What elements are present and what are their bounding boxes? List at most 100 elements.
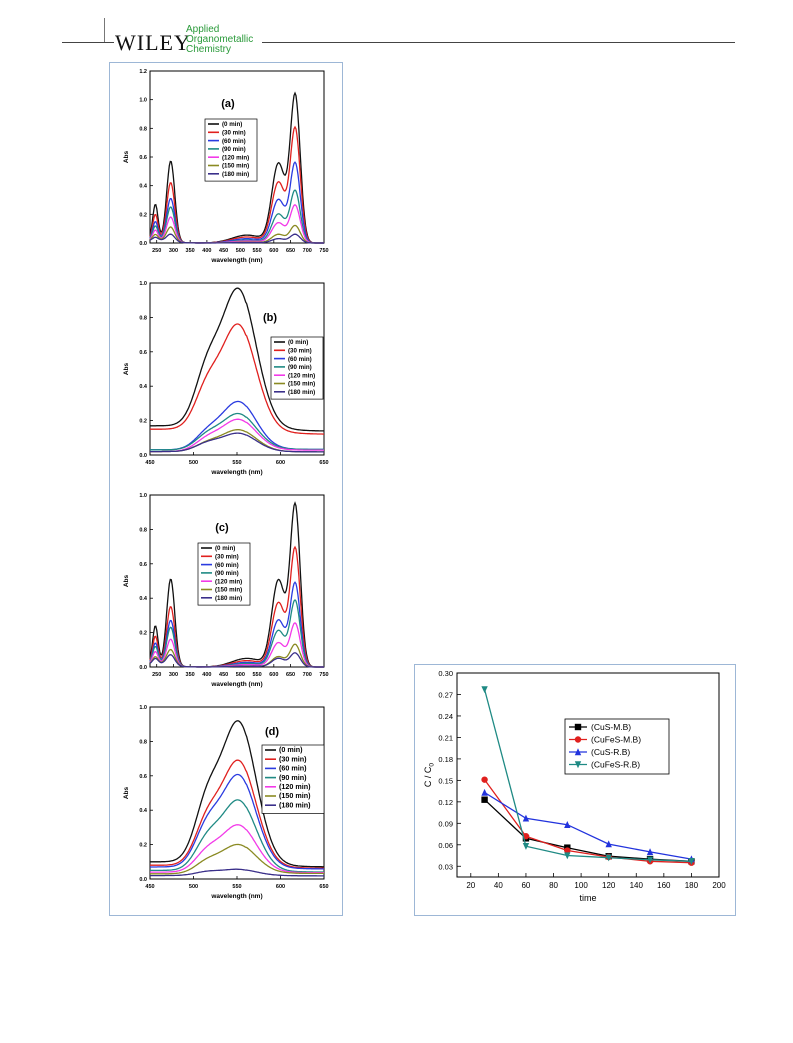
x-tick-label: 450 (219, 248, 228, 254)
legend-label: (150 min) (279, 791, 311, 800)
legend-label: (60 min) (222, 138, 246, 145)
y-tick-label: 0.18 (438, 755, 453, 764)
y-tick-label: 0.2 (139, 843, 147, 849)
legend-label: (90 min) (279, 773, 307, 782)
legend-label: (180 min) (288, 389, 315, 396)
x-tick-label: 550 (232, 884, 241, 890)
x-tick-label: 600 (269, 672, 278, 678)
x-tick-label: 500 (236, 672, 245, 678)
y-tick-label: 0.12 (438, 798, 453, 807)
x-tick-label: 250 (152, 248, 161, 254)
x-tick-label: 500 (189, 884, 198, 890)
x-tick-label: 300 (169, 672, 178, 678)
y-tick-label: 0.8 (139, 126, 147, 132)
x-tick-label: 450 (145, 884, 154, 890)
y-tick-label: 0.8 (139, 315, 147, 321)
x-tick-label: 300 (169, 248, 178, 254)
legend-box (261, 744, 325, 814)
y-tick-label: 1.2 (139, 69, 147, 75)
data-point (646, 848, 654, 856)
x-tick-label: 550 (252, 672, 261, 678)
x-tick-label: 60 (521, 881, 530, 890)
x-axis-label: wavelength (nm) (210, 469, 262, 476)
legend-label: (CuFeS-R.B) (591, 760, 640, 770)
y-axis-label: C / C0 (423, 763, 436, 788)
kinetics-figure-frame: 20 40 60 80 100 120 140 160 180 200 0.03 0.06 0.09 0.… (414, 664, 736, 916)
x-tick-label: 100 (574, 881, 588, 890)
chart-panel-c: 250 300 350 400 450 500 550 600 650 700 750 0.0 0.2 0… (123, 493, 329, 688)
x-tick-label: 650 (286, 248, 295, 254)
chart-kinetics: 20 40 60 80 100 120 140 160 180 200 0.03 0.06 0.09 0.… (423, 669, 726, 903)
x-tick-label: 350 (186, 672, 195, 678)
x-tick-label: 80 (549, 881, 558, 890)
series-line (150, 400, 324, 451)
legend-label: (180 min) (222, 171, 249, 178)
legend-label: (CuS-M.B) (591, 722, 631, 732)
series-line (149, 501, 324, 668)
x-tick-label: 180 (685, 881, 699, 890)
data-point (574, 736, 582, 743)
x-tick-label: 450 (219, 672, 228, 678)
legend-label: (180 min) (215, 595, 242, 602)
x-tick-label: 400 (202, 248, 211, 254)
y-tick-label: 0.27 (438, 690, 453, 699)
legend-box (270, 336, 324, 400)
legend-label: (180 min) (279, 800, 311, 809)
y-tick-label: 1.0 (139, 98, 147, 104)
plot-frame (149, 494, 325, 668)
data-point (481, 686, 488, 694)
legend-box (197, 542, 251, 606)
legend-label: (0 min) (222, 121, 242, 128)
series-line (150, 759, 324, 869)
legend-label: (CuFeS-M.B) (591, 735, 641, 745)
x-tick-label: 650 (319, 460, 328, 466)
data-point (564, 847, 571, 854)
data-point (688, 858, 695, 865)
y-tick-label: 0.09 (438, 819, 453, 828)
y-tick-label: 0.0 (139, 241, 147, 247)
journal-line-3: Chemistry (186, 44, 232, 55)
journal-title: Applied Organometallic Chemistry (186, 25, 253, 55)
series-line (149, 622, 324, 668)
legend-label: (150 min) (222, 163, 249, 170)
legend-label: (0 min) (215, 545, 235, 552)
legend-label: (60 min) (279, 764, 307, 773)
series-line (150, 323, 324, 435)
chart-panel-d: 450 500 550 600 650 0.0 0.2 0.4 0.6 0.8 1.0 wavelen… (123, 705, 329, 900)
journal-line-2: Organometallic (186, 34, 254, 45)
legend-label: (150 min) (288, 381, 315, 388)
x-axis-label: wavelength (nm) (210, 257, 262, 264)
x-axis-label: wavelength (nm) (210, 893, 262, 900)
x-tick-label: 200 (712, 881, 726, 890)
x-tick-label: 600 (269, 248, 278, 254)
data-point (605, 840, 612, 848)
legend-label: (60 min) (288, 356, 312, 363)
legend-label: (90 min) (215, 570, 239, 577)
x-tick-label: 500 (189, 460, 198, 466)
x-tick-label: 500 (236, 248, 245, 254)
y-tick-label: 0.21 (438, 733, 453, 742)
y-tick-label: 0.15 (438, 776, 453, 785)
x-tick-label: 350 (186, 248, 195, 254)
header-rule-left (62, 42, 114, 43)
x-tick-label: 650 (319, 884, 328, 890)
y-tick-label: 0.2 (139, 419, 147, 425)
series-line (150, 824, 324, 874)
x-tick-label: 700 (303, 248, 312, 254)
journal-line-1: Applied (186, 24, 220, 35)
x-tick-label: 700 (303, 672, 312, 678)
series-line (149, 599, 324, 668)
y-tick-label: 0.4 (139, 808, 148, 814)
x-tick-label: 140 (630, 881, 644, 890)
x-axis-label: wavelength (nm) (210, 681, 262, 688)
y-tick-label: 0.4 (139, 384, 148, 390)
x-tick-label: 40 (494, 881, 503, 890)
y-tick-label: 0.30 (438, 669, 453, 678)
y-tick-label: 1.0 (139, 493, 147, 499)
series-line (149, 204, 324, 244)
y-tick-label: 0.24 (438, 712, 453, 721)
series-line (150, 868, 324, 877)
legend-label: (30 min) (222, 130, 246, 137)
data-point (481, 796, 488, 803)
series-line (149, 233, 324, 244)
